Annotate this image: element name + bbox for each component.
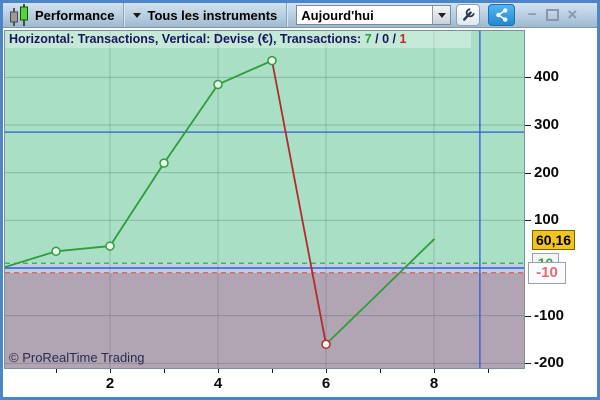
x-axis-label: 2 — [105, 375, 115, 392]
y-axis-tick — [525, 315, 531, 317]
data-point-marker — [321, 339, 331, 350]
winning-transactions-count: 7 — [364, 32, 372, 46]
close-button[interactable]: × — [567, 5, 578, 24]
performance-chart — [5, 31, 524, 368]
plot-area[interactable] — [4, 30, 525, 369]
x-axis-tick — [164, 369, 165, 373]
y-axis-tick — [525, 363, 531, 365]
neutral-transactions-count: 0 — [382, 32, 390, 46]
titlebar-separator — [286, 3, 288, 27]
data-point-marker — [267, 55, 277, 66]
share-button[interactable] — [488, 4, 516, 26]
share-nodes-icon — [495, 8, 508, 22]
data-point-marker — [51, 246, 61, 257]
y-axis-tick — [525, 172, 531, 174]
maximize-icon — [545, 9, 559, 21]
y-axis-tick — [525, 124, 531, 126]
period-combobox[interactable]: Aujourd'hui — [296, 5, 452, 25]
instruments-dropdown[interactable]: Tous les instruments — [147, 7, 278, 23]
minimize-button[interactable]: − — [527, 6, 537, 23]
performance-line-segment — [55, 245, 111, 253]
data-point-marker — [213, 79, 223, 90]
candlestick-chart-icon — [7, 3, 30, 27]
y-axis-label: 100 — [534, 211, 560, 229]
x-axis-tick — [56, 369, 57, 373]
x-axis-label: 4 — [213, 375, 223, 392]
x-axis-tick — [110, 369, 111, 373]
copyright-watermark: © ProRealTime Trading — [9, 350, 145, 365]
chart-info-bar: Horizontal: Transactions, Vertical: Devi… — [5, 31, 471, 48]
chevron-down-icon — [133, 12, 142, 18]
x-axis-tick — [380, 369, 381, 373]
y-axis-tick — [525, 77, 531, 79]
y-axis-label: 200 — [534, 163, 560, 181]
x-axis-tick — [326, 369, 327, 373]
performance-line-segment — [5, 250, 57, 269]
period-combobox-value: Aujourd'hui — [301, 7, 374, 23]
performance-line-segment — [379, 238, 435, 293]
losing-transactions-count: 1 — [399, 32, 407, 46]
window-controls: − × — [524, 5, 580, 24]
chevron-down-icon — [437, 12, 446, 18]
y-axis-label: 300 — [534, 115, 560, 133]
wrench-icon — [463, 8, 475, 21]
chart-info-text: Horizontal: Transactions, Vertical: Devi… — [9, 32, 362, 46]
performance-line-segment — [325, 290, 381, 346]
separator-slash: / — [389, 32, 400, 46]
period-combobox-button[interactable] — [432, 6, 451, 24]
y-axis-label: 400 — [534, 68, 560, 86]
chart-region: Horizontal: Transactions, Vertical: Devi… — [3, 28, 597, 397]
band-low-label: -10 — [528, 262, 566, 284]
x-axis-label: 6 — [321, 375, 331, 392]
x-axis-tick — [218, 369, 219, 373]
data-point-marker — [159, 158, 169, 168]
titlebar[interactable]: Performance Tous les instruments Aujourd… — [3, 3, 597, 28]
separator-slash: / — [371, 32, 383, 46]
y-axis-tick — [525, 220, 531, 222]
performance-line-segment — [217, 59, 273, 86]
x-axis-tick — [434, 369, 435, 373]
data-point-marker — [105, 241, 115, 251]
performance-line-segment — [163, 83, 219, 165]
performance-line-segment — [109, 162, 165, 247]
settings-button[interactable] — [456, 4, 481, 26]
x-axis-tick — [272, 369, 273, 373]
positive-zone — [5, 31, 524, 264]
y-axis-label: -200 — [534, 354, 565, 372]
x-axis-tick — [488, 369, 489, 373]
window-title: Performance — [35, 7, 115, 23]
current-value-badge: 60,16 — [532, 230, 576, 250]
x-axis-label: 8 — [429, 375, 439, 392]
maximize-button[interactable] — [544, 7, 560, 23]
performance-line-segment — [271, 59, 327, 346]
y-axis-label: -100 — [534, 306, 565, 324]
titlebar-separator — [123, 3, 125, 27]
negative-zone — [5, 272, 524, 368]
